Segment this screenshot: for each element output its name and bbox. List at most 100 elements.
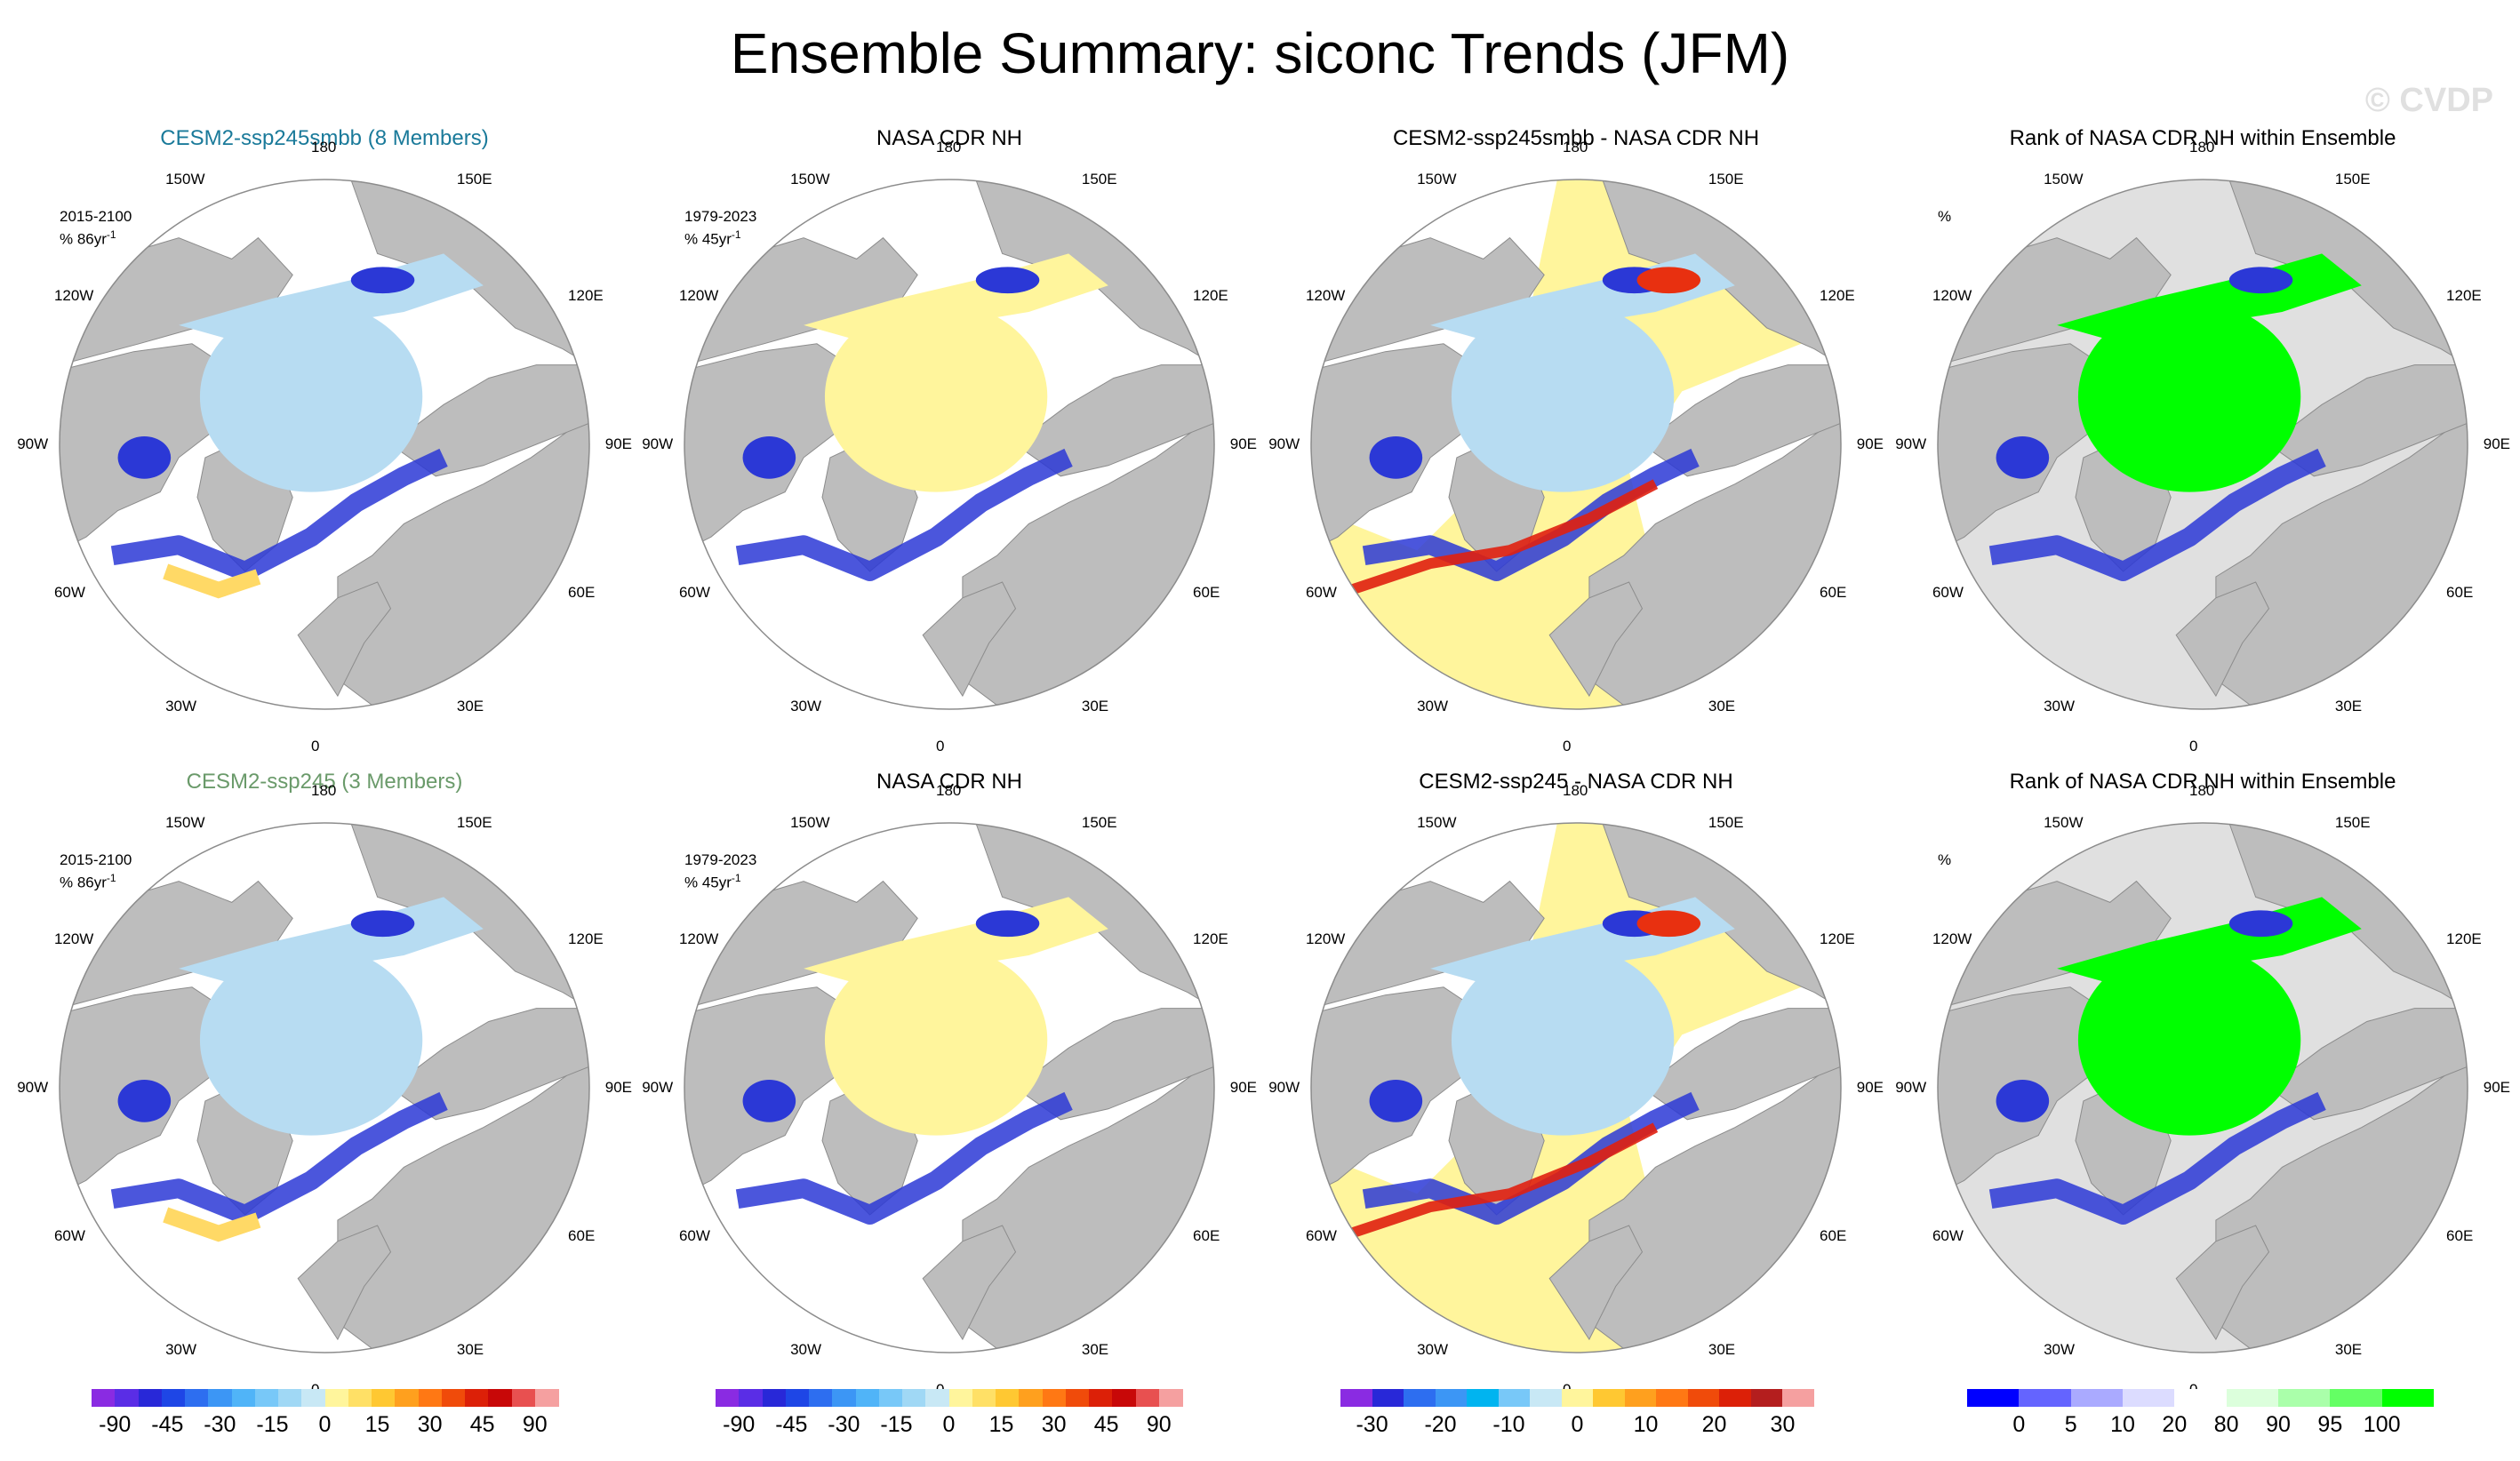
atlantic-ice-edge-trend: [735, 448, 1073, 581]
panel-annotation: 1979-2023% 45yr-1: [684, 208, 757, 248]
central-arctic-ice: [1451, 301, 1675, 492]
longitude-label: 90W: [1895, 435, 1927, 452]
polar-map: [59, 822, 590, 1353]
colorbar-tick-label: 45: [469, 1412, 495, 1437]
longitude-label: 60E: [1193, 1226, 1220, 1244]
hudson-bay-trend: [1369, 1080, 1423, 1122]
colorbar-swatch: [2330, 1389, 2383, 1407]
longitude-label: 150E: [1081, 814, 1117, 831]
colorbar-tick-label: 15: [988, 1412, 1014, 1437]
longitude-label: 90E: [604, 435, 633, 452]
colorbar-swatch: [1042, 1389, 1067, 1407]
colorbar-swatch: [2123, 1389, 2175, 1407]
map-boundary: [59, 179, 590, 710]
colorbar-trend: -90 -45 -30 -15 0 15 30 45 90: [92, 1389, 559, 1442]
longitude-label: 120E: [1820, 930, 1855, 948]
colorbar-tick-label: -30: [204, 1412, 236, 1437]
longitude-label: 30E: [2334, 1341, 2363, 1359]
colorbar-swatch: [855, 1389, 880, 1407]
colorbar-swatch: [739, 1389, 763, 1407]
labrador-positive-trend: [163, 563, 261, 599]
longitude-label: 30W: [165, 698, 197, 715]
map-boundary: [684, 822, 1215, 1353]
colorbar-tick-label: -15: [256, 1412, 289, 1437]
hudson-bay-trend: [117, 436, 172, 479]
cvdp-watermark: © CVDP: [2364, 82, 2493, 119]
colorbar-swatch: [948, 1389, 973, 1407]
colorbar-swatch: [1624, 1389, 1657, 1407]
central-arctic-ice: [199, 945, 423, 1136]
colorbar-tick-label: 80: [2213, 1412, 2239, 1437]
colorbar-swatch: [1498, 1389, 1531, 1407]
longitude-label: 150W: [790, 814, 830, 831]
colorbar-swatch: [418, 1389, 443, 1407]
longitude-label: 90E: [1856, 1079, 1884, 1096]
longitude-label: 120E: [568, 287, 604, 305]
colorbar-swatch: [972, 1389, 996, 1407]
colorbar-swatch: [348, 1389, 372, 1407]
colorbar-swatch: [1561, 1389, 1594, 1407]
longitude-label: 120W: [53, 930, 94, 948]
colorbar-tick-label: 30: [417, 1412, 443, 1437]
land-mass: [2175, 1225, 2270, 1341]
colorbar-swatch: [2381, 1389, 2435, 1407]
longitude-label: 0: [2189, 737, 2198, 754]
land-mass: [1641, 1008, 1841, 1121]
colorbar-swatch: [1967, 1389, 2020, 1407]
polar-map: [1310, 179, 1842, 710]
okhotsk-trend: [2228, 267, 2293, 294]
longitude-label: 90W: [1268, 435, 1300, 452]
colorbar-swatch: [301, 1389, 325, 1407]
longitude-label: 150W: [165, 814, 205, 831]
longitude-label: 90E: [1229, 1079, 1258, 1096]
longitude-label: 180: [936, 782, 962, 800]
polar-map: [684, 822, 1215, 1353]
map-boundary: [1937, 179, 2468, 710]
longitude-label: 120W: [678, 287, 719, 305]
land-mass: [2175, 581, 2270, 698]
longitude-label: 90E: [1229, 435, 1258, 452]
longitude-label: 60W: [53, 1226, 85, 1244]
colorbar-tick-label: 100: [2363, 1412, 2401, 1437]
central-arctic-ice: [2077, 301, 2301, 492]
atlantic-ice-edge-trend: [110, 1091, 448, 1225]
colorbar-swatch: [441, 1389, 466, 1407]
colorbar-swatch: [2278, 1389, 2331, 1407]
longitude-label: 180: [1563, 139, 1588, 156]
longitude-label: 60W: [678, 583, 710, 601]
hudson-bay-trend: [742, 436, 796, 479]
colorbar-tick-label: 30: [1041, 1412, 1067, 1437]
longitude-label: 30W: [2044, 1341, 2076, 1359]
colorbar-swatch: [511, 1389, 536, 1407]
longitude-label: 120E: [568, 930, 604, 948]
colorbar-tick-label: -45: [775, 1412, 808, 1437]
colorbar-swatch: [716, 1389, 740, 1407]
longitude-label: 120W: [53, 287, 94, 305]
colorbar-tick-label: 90: [2266, 1412, 2291, 1437]
colorbar-tick-label: 0: [942, 1412, 956, 1437]
colorbar-swatch: [488, 1389, 512, 1407]
colorbar-tick-label: 0: [2012, 1412, 2026, 1437]
longitude-label: 180: [936, 139, 962, 156]
labrador-positive-trend: [163, 1207, 261, 1242]
longitude-label: 150W: [790, 171, 830, 188]
longitude-label: 30E: [1081, 1341, 1109, 1359]
land-mass: [297, 1225, 392, 1341]
longitude-label: 30E: [1708, 698, 1736, 715]
longitude-label: 150E: [2334, 814, 2371, 831]
longitude-label: 150E: [2334, 171, 2371, 188]
longitude-label: 90W: [1895, 1079, 1927, 1096]
longitude-label: 120E: [2446, 287, 2482, 305]
longitude-label: 60E: [568, 583, 596, 601]
longitude-label: 150E: [1708, 814, 1744, 831]
okhotsk-trend: [975, 267, 1040, 294]
longitude-label: 180: [1563, 782, 1588, 800]
longitude-label: 60E: [2446, 583, 2474, 601]
longitude-label: 30E: [456, 1341, 484, 1359]
okhotsk-difference: [1636, 910, 1701, 938]
longitude-label: 30E: [1708, 1341, 1736, 1359]
colorbar-tick-label: -90: [723, 1412, 756, 1437]
longitude-label: 150E: [456, 171, 492, 188]
map-boundary: [1937, 822, 2468, 1353]
colorbar-swatch: [2174, 1389, 2228, 1407]
